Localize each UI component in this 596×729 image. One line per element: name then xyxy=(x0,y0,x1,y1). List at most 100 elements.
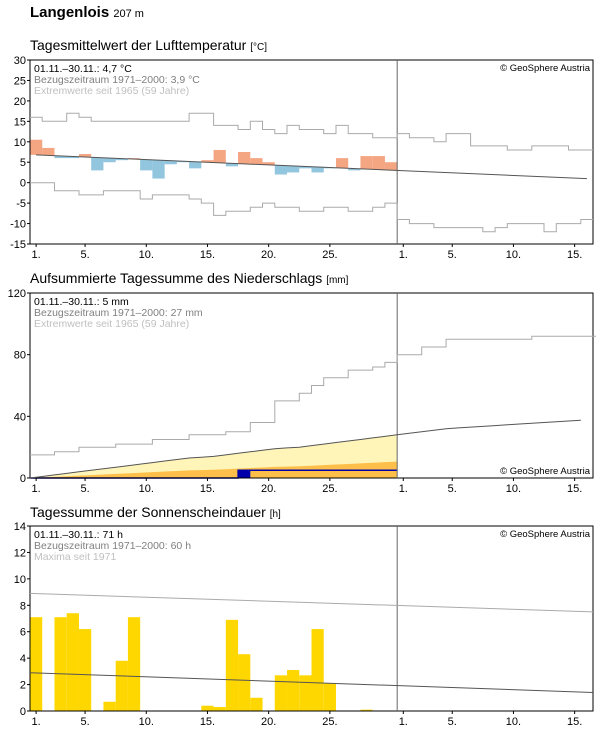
temperature-bar xyxy=(164,160,177,165)
annotation-line: 01.11.–30.11.: 5 mm xyxy=(34,296,129,308)
sunshine-bar xyxy=(78,629,92,711)
x-tick-label: 10. xyxy=(139,716,154,728)
station-title: Langenlois 207 m xyxy=(30,4,144,21)
sunshine-bar xyxy=(30,617,43,711)
temperature-bar xyxy=(42,147,55,156)
x-tick-label: 10. xyxy=(139,483,154,495)
y-tick-label: -10 xyxy=(10,219,26,231)
annotation-line: Bezugszeitraum 1971–2000: 27 mm xyxy=(34,307,203,319)
y-tick-label: -15 xyxy=(10,239,26,251)
sunshine-bar xyxy=(311,629,324,711)
precipitation-event-bar xyxy=(238,470,251,478)
precipitation-title: Aufsummierte Tagessumme des Niederschlag… xyxy=(30,270,349,286)
maxima-line xyxy=(29,592,594,613)
annotation-line: Bezugszeitraum 1971–2000: 3,9 °C xyxy=(34,74,200,86)
temperature-bar xyxy=(152,160,165,179)
y-tick-label: 0 xyxy=(20,706,26,718)
temperature-bar xyxy=(30,139,43,155)
x-tick-label: 25. xyxy=(322,716,337,728)
extreme-max-line xyxy=(30,335,596,456)
temperature-bar xyxy=(335,158,349,169)
observed-area xyxy=(30,461,398,478)
x-tick-label: 10. xyxy=(506,483,521,495)
sunshine-bar xyxy=(66,613,79,711)
annotation-line: Extremwerte seit 1965 (59 Jahre) xyxy=(34,85,189,97)
temperature-bar xyxy=(287,165,300,173)
x-tick-label: 20. xyxy=(261,483,276,495)
y-tick-label: 15 xyxy=(14,116,26,128)
annotation-line: 01.11.–30.11.: 4,7 °C xyxy=(34,63,132,75)
temperature-chart: 30 25 20 15 10 5 0 -5 -10 -15 1. 5. 10. 15. 20. 25. 1. 5.… xyxy=(10,55,594,261)
temperature-bar xyxy=(372,156,385,170)
temperature-bar xyxy=(360,156,373,170)
sunshine-bar xyxy=(115,660,128,711)
temperature-bar xyxy=(213,149,226,163)
sunshine-bar xyxy=(201,705,214,711)
temperature-bar xyxy=(238,152,251,164)
plot-frame xyxy=(29,292,594,479)
temperature-bar xyxy=(54,155,67,159)
sunshine-bar xyxy=(287,670,300,711)
x-tick-label: 1. xyxy=(399,249,408,261)
y-tick-label: 5 xyxy=(20,157,26,169)
y-tick-label: 10 xyxy=(14,137,26,149)
reference-mean-line xyxy=(29,672,594,693)
y-tick-label: -5 xyxy=(16,198,26,210)
x-tick-label: 5. xyxy=(448,716,457,728)
temperature-bar xyxy=(127,158,141,160)
temperature-bar xyxy=(78,154,92,157)
annotation-line: Maxima seit 1971 xyxy=(34,551,116,563)
temperature-bar xyxy=(262,162,275,165)
temperature-bar xyxy=(91,157,104,171)
temperature-bar xyxy=(189,161,202,169)
sunshine-bar xyxy=(54,617,67,711)
y-tick-label: 12 xyxy=(14,547,26,559)
x-tick-label: 10. xyxy=(506,249,521,261)
copyright-label: © GeoSphere Austria xyxy=(500,63,591,74)
y-tick-label: 40 xyxy=(14,411,26,423)
temperature-bar xyxy=(103,158,116,163)
y-tick-label: 14 xyxy=(14,521,26,533)
x-tick-label: 1. xyxy=(32,249,41,261)
x-tick-label: 25. xyxy=(322,249,337,261)
y-tick-label: 80 xyxy=(14,350,26,362)
x-tick-label: 20. xyxy=(261,716,276,728)
temperature-bar xyxy=(66,156,79,159)
annotation-line: Bezugszeitraum 1971–2000: 60 h xyxy=(34,540,191,552)
plot-frame xyxy=(29,525,594,712)
y-tick-label: 20 xyxy=(14,96,26,108)
sunshine-bar xyxy=(299,675,312,711)
temperature-title: Tagesmittelwert der Lufttemperatur [°C] xyxy=(30,37,267,53)
copyright-label: © GeoSphere Austria xyxy=(500,466,591,477)
sunshine-bar xyxy=(323,683,336,711)
sunshine-bar xyxy=(127,617,141,711)
temperature-bar xyxy=(311,166,324,173)
y-tick-label: 25 xyxy=(14,75,26,87)
temperature-bar xyxy=(250,158,263,165)
temperature-bar xyxy=(348,168,361,171)
precipitation-chart: 120 80 40 0 1. 5. 10. 15. 20. 25. 1. 5. 10. 15. 01.11.… xyxy=(8,288,596,495)
x-tick-label: 15. xyxy=(200,716,215,728)
x-tick-label: 10. xyxy=(506,716,521,728)
sunshine-chart: 14 12 10 8 6 4 2 0 1. 5. 10. 15. 20. 25. 1. 5. 10. 15. 01.… xyxy=(14,521,594,728)
annotation-line: 01.11.–30.11.: 71 h xyxy=(34,529,123,541)
y-tick-label: 0 xyxy=(20,178,26,190)
y-tick-label: 0 xyxy=(20,473,26,485)
x-tick-label: 25. xyxy=(322,483,337,495)
y-tick-label: 10 xyxy=(14,574,26,586)
reference-cumulative-line xyxy=(29,419,581,479)
x-tick-label: 15. xyxy=(200,249,215,261)
x-tick-label: 15. xyxy=(200,483,215,495)
temperature-bar xyxy=(274,165,288,175)
sunshine-bar xyxy=(238,654,251,711)
extreme-max-line xyxy=(30,112,593,151)
extreme-min-line xyxy=(30,182,593,233)
y-tick-label: 8 xyxy=(20,600,26,612)
temperature-bar xyxy=(225,163,239,167)
sunshine-title: Tagessumme der Sonnenscheindauer [h] xyxy=(30,504,281,520)
temperature-bar xyxy=(115,158,128,161)
sunshine-bar xyxy=(274,675,288,711)
x-tick-label: 1. xyxy=(32,483,41,495)
copyright-label: © GeoSphere Austria xyxy=(500,529,591,540)
